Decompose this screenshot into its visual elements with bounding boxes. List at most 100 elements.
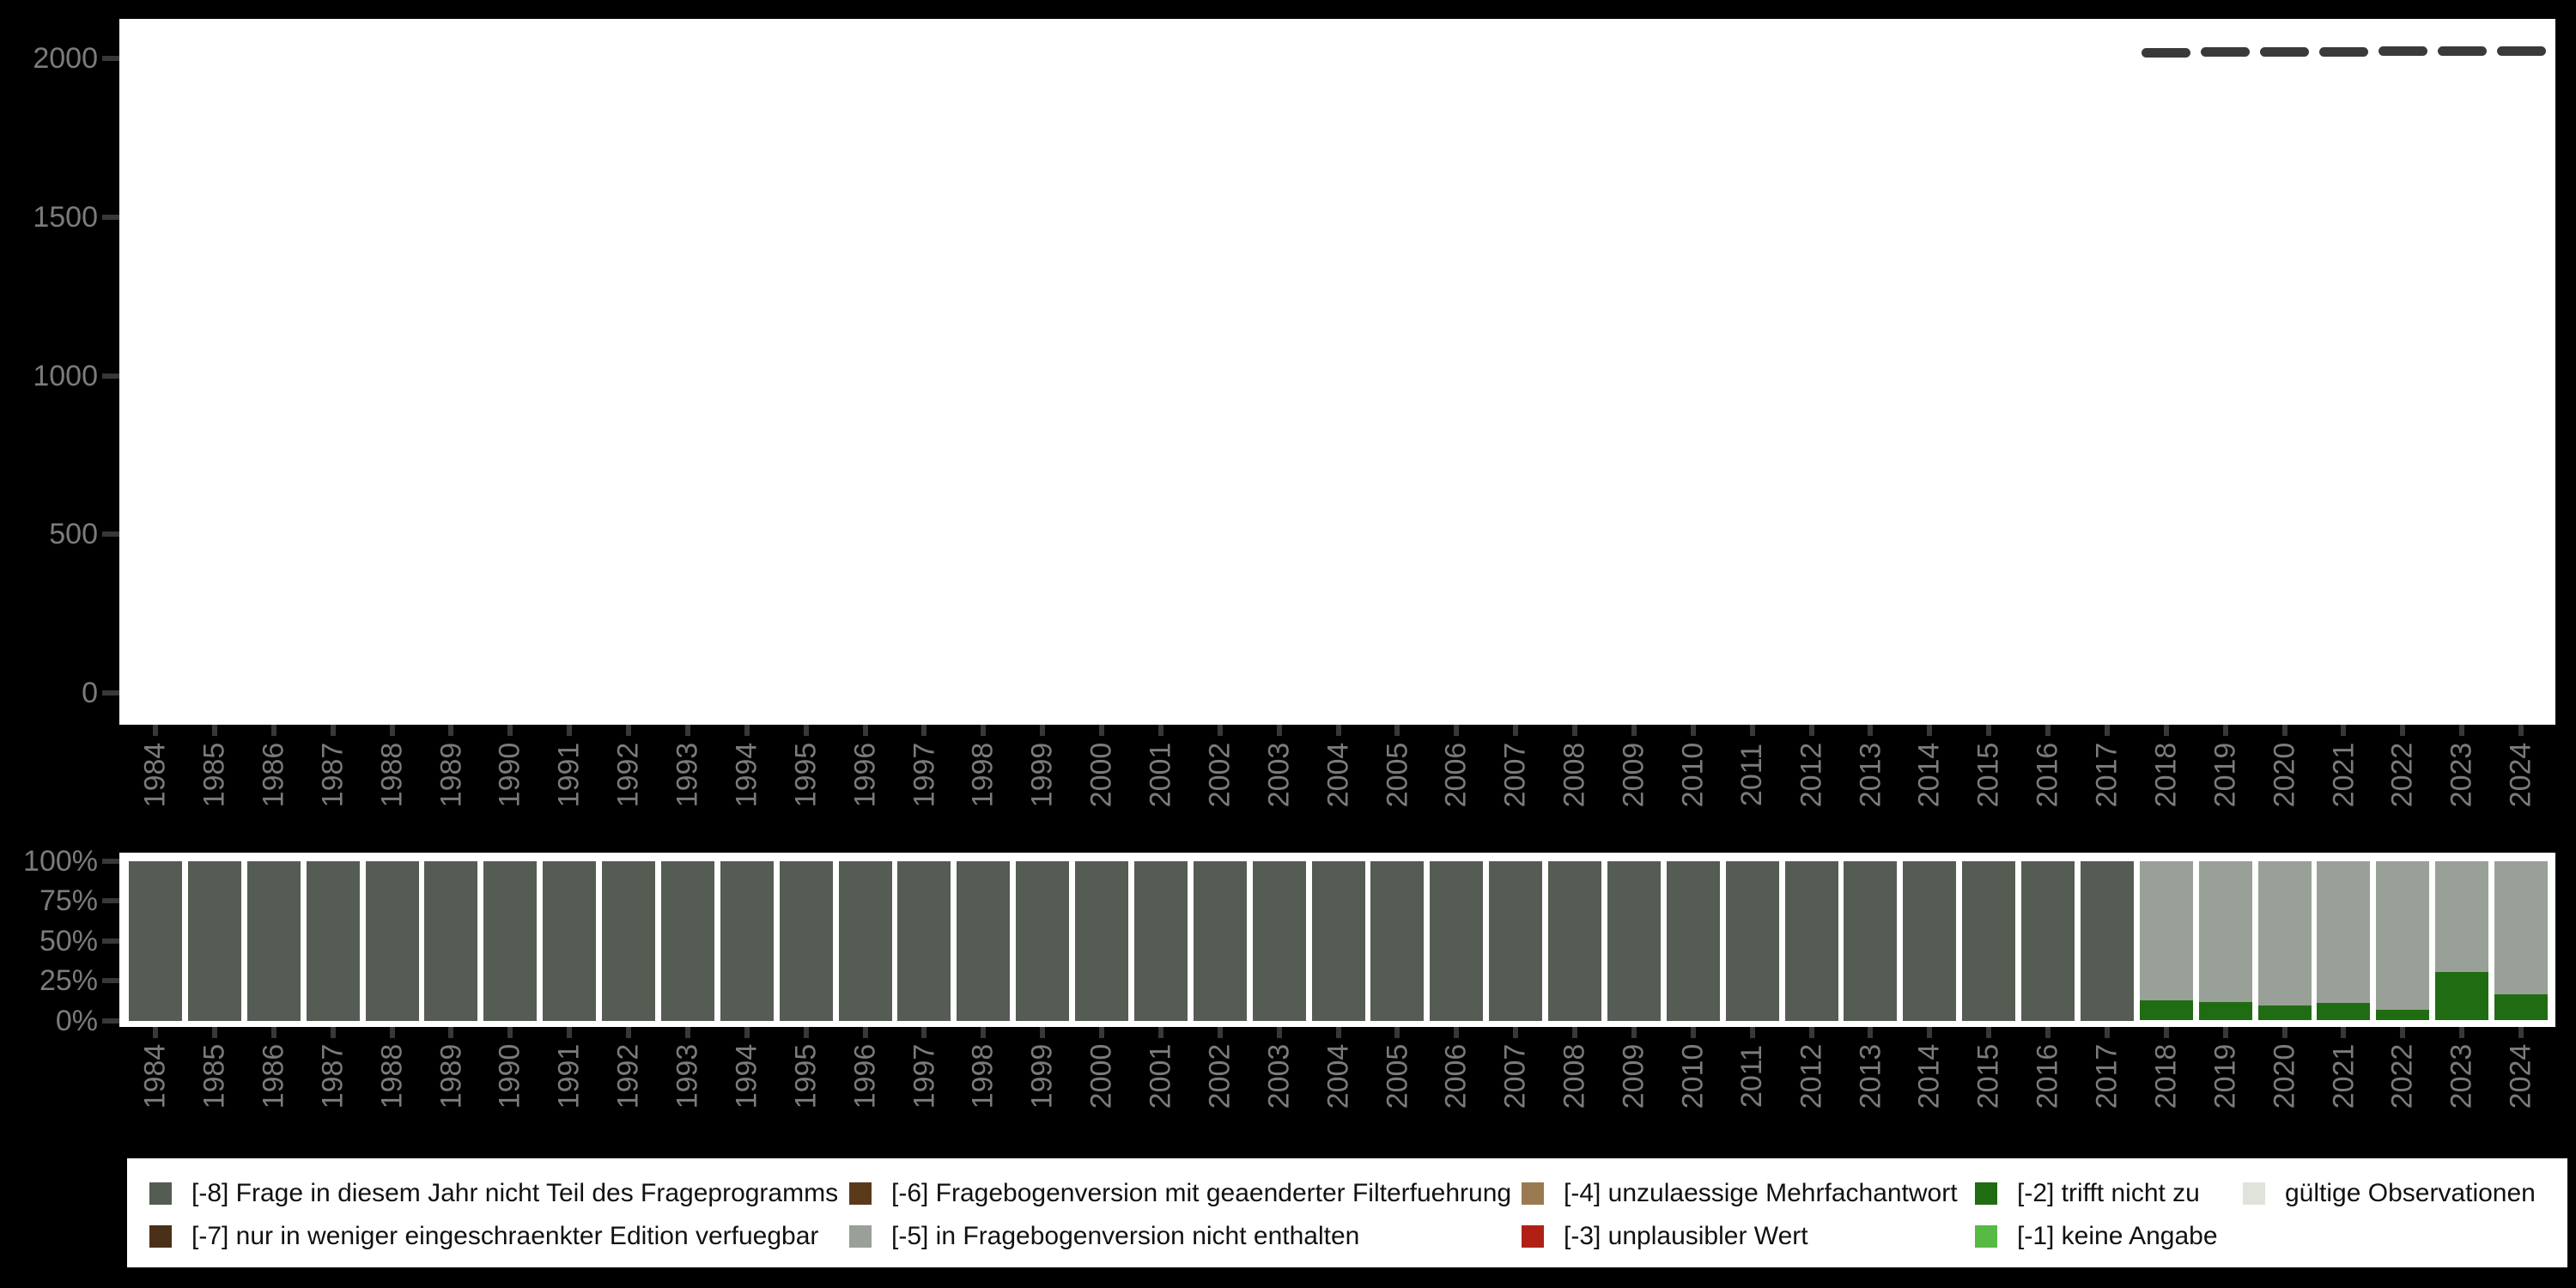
x-axis-tick <box>2518 1027 2524 1038</box>
x-axis-tick <box>1157 1027 1163 1038</box>
bar-segment <box>1075 861 1128 1021</box>
value-dash-marker <box>2378 46 2427 57</box>
x-axis-tick <box>626 1027 631 1038</box>
x-axis-tick <box>1335 1027 1341 1038</box>
y-axis-tick-label: 25% <box>39 964 98 998</box>
bar-segment <box>2021 861 2075 1021</box>
x-axis-tick <box>2104 725 2110 736</box>
x-axis-tick <box>2045 725 2050 736</box>
bar-segment <box>1548 861 1601 1021</box>
legend-swatch <box>1522 1182 1544 1205</box>
bar-segment <box>602 861 655 1021</box>
x-axis-tick <box>1099 725 1104 736</box>
x-axis-tick <box>153 725 158 736</box>
x-axis-tick <box>211 1027 217 1038</box>
x-axis-tick <box>507 1027 513 1038</box>
x-axis-tick <box>1217 1027 1223 1038</box>
value-dash-marker <box>2318 46 2368 57</box>
y-axis-tick <box>102 859 119 864</box>
bar-segment <box>2257 861 2312 1005</box>
legend-swatch <box>149 1182 172 1205</box>
x-axis-tick <box>921 725 927 736</box>
bar-segment <box>2435 971 2489 1021</box>
x-axis-tick <box>1868 725 1874 736</box>
x-axis-tick <box>211 725 217 736</box>
bar-segment <box>246 861 301 1021</box>
legend-label: [-1] keine Angabe <box>2017 1222 2218 1250</box>
bar-segment <box>2198 861 2252 1003</box>
bar-segment <box>2494 861 2548 995</box>
x-axis-tick <box>2104 1027 2110 1038</box>
x-axis-tick <box>1513 1027 1519 1038</box>
x-axis-tick <box>1394 1027 1400 1038</box>
bar-segment <box>187 861 241 1021</box>
x-axis-tick <box>2222 725 2228 736</box>
x-axis-tick <box>862 1027 868 1038</box>
legend: [-8] Frage in diesem Jahr nicht Teil des… <box>127 1158 2567 1267</box>
x-axis-tick <box>921 1027 927 1038</box>
legend-swatch <box>1522 1225 1544 1248</box>
bar-segment <box>306 861 360 1021</box>
x-axis-tick <box>1868 1027 1874 1038</box>
x-axis-tick <box>1394 725 1400 736</box>
x-axis-tick <box>1690 1027 1696 1038</box>
x-axis-tick <box>1927 1027 1933 1038</box>
bar-segment <box>1311 861 1365 1021</box>
legend-swatch <box>1975 1182 1997 1205</box>
x-axis-tick <box>2045 1027 2050 1038</box>
x-axis-tick <box>1513 725 1519 736</box>
x-axis-tick <box>981 1027 987 1038</box>
legend-swatch <box>849 1182 872 1205</box>
value-dash-marker <box>2201 47 2251 58</box>
x-axis-tick <box>330 1027 336 1038</box>
x-axis-tick <box>507 725 513 736</box>
bar-segment <box>838 861 892 1021</box>
bar-segment <box>1784 861 1838 1021</box>
bar-segment <box>2435 861 2489 972</box>
bar-segment <box>129 861 182 1021</box>
x-axis-tick <box>2459 1027 2465 1038</box>
x-axis-tick <box>2400 1027 2406 1038</box>
x-axis-tick <box>1631 1027 1637 1038</box>
bar-segment <box>543 861 597 1021</box>
legend-swatch <box>1975 1225 1997 1248</box>
bar-segment <box>1489 861 1543 1021</box>
x-axis-tick <box>1217 725 1223 736</box>
y-axis-tick <box>102 938 119 944</box>
bar-segment <box>1962 861 2016 1021</box>
y-axis-tick-label: 50% <box>39 924 98 957</box>
count-plot-area <box>119 19 2555 725</box>
legend-label: [-4] unzulaessige Mehrfachantwort <box>1564 1179 1958 1207</box>
value-dash-marker <box>2260 47 2309 58</box>
x-axis-tick <box>626 725 631 736</box>
value-dash-marker <box>2142 47 2191 58</box>
bar-segment <box>2257 1005 2312 1021</box>
x-axis-tick <box>153 1027 158 1038</box>
y-axis-tick-label: 500 <box>49 518 98 551</box>
y-axis-tick <box>102 1018 119 1024</box>
x-axis-tick <box>1808 1027 1814 1038</box>
x-axis-tick <box>1572 1027 1577 1038</box>
x-axis-tick <box>1986 1027 1992 1038</box>
x-axis-tick <box>1986 725 1992 736</box>
x-axis-tick <box>2518 725 2524 736</box>
y-axis-tick-label: 100% <box>23 845 98 878</box>
x-axis-tick <box>803 1027 809 1038</box>
legend-label: [-6] Fragebogenversion mit geaenderter F… <box>891 1179 1512 1207</box>
bar-segment <box>1844 861 1898 1021</box>
legend-label: [-2] trifft nicht zu <box>2017 1179 2200 1207</box>
x-axis-tick <box>744 725 750 736</box>
y-axis-tick-label: 1000 <box>33 359 98 392</box>
x-axis-year-label: 2024 <box>2465 719 2576 830</box>
bar-segment <box>897 861 951 1021</box>
x-axis-tick <box>448 1027 454 1038</box>
x-axis-tick <box>1276 725 1282 736</box>
x-axis-tick <box>1454 725 1460 736</box>
legend-label: [-5] in Fragebogenversion nicht enthalte… <box>891 1222 1360 1250</box>
x-axis-tick <box>981 725 987 736</box>
legend-label: [-3] unplausibler Wert <box>1564 1222 1808 1250</box>
bar-segment <box>660 861 714 1021</box>
x-axis-tick <box>389 1027 395 1038</box>
bar-segment <box>1370 861 1425 1021</box>
